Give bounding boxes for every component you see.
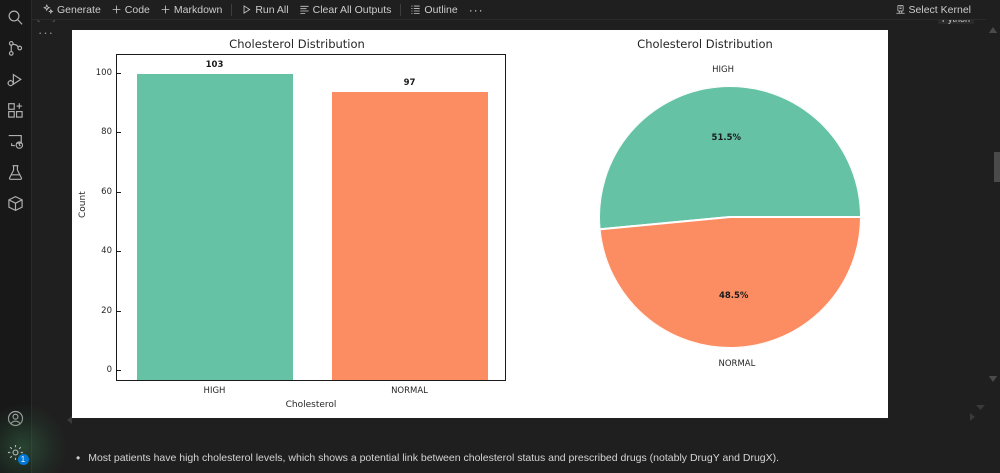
generate-button[interactable]: Generate xyxy=(38,1,106,19)
outline-label: Outline xyxy=(424,3,458,16)
scroll-up-icon[interactable] xyxy=(988,26,998,34)
select-kernel-label: Select Kernel xyxy=(908,3,971,16)
source-control-icon[interactable] xyxy=(0,33,32,64)
pie-chart-category-label: HIGH xyxy=(712,65,735,76)
bullet-text: Most patients have high cholesterol leve… xyxy=(88,452,780,464)
bar-chart-x-tick: NORMAL xyxy=(391,386,428,396)
bar-chart-y-tick: 0 xyxy=(107,365,122,375)
bar-chart-x-axis-label: Cholesterol xyxy=(285,400,337,410)
bar-chart-y-axis-label: Count xyxy=(78,191,88,218)
pie-chart-slice xyxy=(599,86,861,231)
markdown-bullet-row: • Most patients have high cholesterol le… xyxy=(72,452,972,465)
account-icon[interactable] xyxy=(0,403,32,434)
testing-flask-icon[interactable] xyxy=(0,157,32,188)
settings-gear-button[interactable]: 1 xyxy=(0,404,66,473)
sparkle-icon xyxy=(43,4,54,15)
pie-chart-title: Cholesterol Distribution xyxy=(637,37,773,51)
select-kernel-button[interactable]: Select Kernel xyxy=(890,1,976,19)
bar-chart-bar xyxy=(331,91,488,380)
pie-chart-disc xyxy=(599,86,861,348)
notebook-cell-output: Cholesterol Distribution 0 20 40 60 80 100 10… xyxy=(72,30,888,418)
run-all-button[interactable]: Run All xyxy=(236,1,293,19)
pie-chart-percent-label: 48.5% xyxy=(718,290,749,301)
output-scroll-left-icon[interactable] xyxy=(64,414,76,426)
plus-icon xyxy=(111,4,122,15)
output-scroll-down-icon[interactable] xyxy=(975,402,986,412)
editor-scrollbar[interactable] xyxy=(986,0,1000,473)
play-icon xyxy=(241,4,252,15)
bar-chart-bar xyxy=(136,73,293,380)
outline-icon xyxy=(410,4,421,15)
bar-chart-y-tick: 100 xyxy=(96,68,121,78)
clear-all-outputs-button[interactable]: Clear All Outputs xyxy=(294,1,397,19)
notebook-toolbar: Generate Code Markdown Run All xyxy=(32,0,1000,20)
pie-chart-category-label: NORMAL xyxy=(718,358,756,369)
bar-chart-plot-area: 0 20 40 60 80 100 103 97 HIGH NORMAL xyxy=(96,54,506,396)
pie-chart-slice xyxy=(599,216,861,348)
pie-chart-figure: Cholesterol Distribution 51.5% HIGH 48.5% N… xyxy=(522,30,888,418)
toolbar-separator xyxy=(231,3,233,16)
activity-bar: 1 xyxy=(0,0,66,473)
toolbar-right-group: Select Kernel xyxy=(890,1,1000,19)
bar-chart-value-label: 97 xyxy=(403,77,416,88)
bar-chart-value-label: 103 xyxy=(205,59,224,70)
search-icon[interactable] xyxy=(0,2,32,33)
clear-outputs-icon xyxy=(299,4,310,15)
clear-all-outputs-label: Clear All Outputs xyxy=(312,3,392,16)
toolbar-more-button[interactable]: ··· xyxy=(468,2,484,17)
add-markdown-cell-button[interactable]: Markdown xyxy=(155,1,227,19)
run-and-debug-icon[interactable] xyxy=(0,64,32,95)
bar-chart-x-tick: HIGH xyxy=(203,386,226,396)
scroll-down-icon[interactable] xyxy=(988,375,998,383)
cell-more-actions-button[interactable]: ··· xyxy=(38,25,54,40)
pie-chart-percent-label: 51.5% xyxy=(711,133,742,144)
kernel-icon xyxy=(895,4,906,15)
run-all-label: Run All xyxy=(255,3,289,16)
scrollbar-thumb[interactable] xyxy=(994,152,1000,182)
settings-badge: 1 xyxy=(17,454,29,465)
bullet-marker: • xyxy=(76,451,81,465)
add-code-cell-button[interactable]: Code xyxy=(106,1,155,19)
bar-chart-y-tick: 60 xyxy=(101,187,121,197)
generate-label: Generate xyxy=(57,3,101,16)
bar-chart-figure: Cholesterol Distribution 0 20 40 60 80 100 10… xyxy=(72,30,522,418)
output-scroll-right-icon[interactable] xyxy=(966,411,978,423)
extensions-icon[interactable] xyxy=(0,95,32,126)
bar-chart-y-tick: 80 xyxy=(101,127,121,137)
bar-chart-y-tick: 20 xyxy=(101,306,121,316)
code-label: Code xyxy=(124,3,150,16)
container-box-icon[interactable] xyxy=(0,188,32,219)
remote-explorer-icon[interactable] xyxy=(0,126,32,157)
pie-chart-plot-area xyxy=(599,86,861,348)
plus-icon xyxy=(160,4,171,15)
bar-chart-y-tick: 40 xyxy=(101,246,121,256)
outline-button[interactable]: Outline xyxy=(405,1,462,19)
markdown-label: Markdown xyxy=(173,3,223,16)
bar-chart-title: Cholesterol Distribution xyxy=(229,37,365,51)
toolbar-separator xyxy=(400,3,402,16)
